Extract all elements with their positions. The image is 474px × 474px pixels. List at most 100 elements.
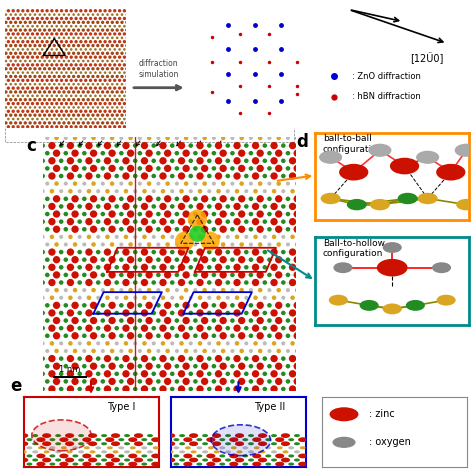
Circle shape	[233, 142, 241, 149]
Circle shape	[91, 242, 96, 247]
Circle shape	[4, 98, 8, 101]
Circle shape	[74, 86, 78, 90]
Circle shape	[109, 71, 111, 74]
Circle shape	[127, 378, 134, 385]
Circle shape	[82, 364, 87, 368]
Circle shape	[260, 450, 265, 454]
Circle shape	[67, 121, 71, 125]
Circle shape	[265, 438, 271, 441]
Circle shape	[28, 21, 32, 24]
Circle shape	[58, 106, 61, 109]
Circle shape	[111, 441, 120, 446]
Circle shape	[201, 271, 208, 279]
Circle shape	[79, 102, 82, 105]
Circle shape	[275, 165, 283, 172]
Circle shape	[215, 157, 222, 164]
Circle shape	[219, 301, 227, 309]
Circle shape	[294, 458, 300, 462]
Circle shape	[252, 325, 259, 332]
Circle shape	[123, 86, 126, 90]
Circle shape	[189, 143, 193, 148]
Circle shape	[43, 121, 46, 125]
Circle shape	[82, 83, 85, 85]
Circle shape	[109, 165, 116, 172]
Circle shape	[146, 226, 153, 233]
Circle shape	[249, 273, 253, 277]
Circle shape	[40, 143, 45, 148]
Circle shape	[207, 189, 211, 193]
Circle shape	[97, 13, 99, 16]
Circle shape	[141, 173, 148, 180]
Circle shape	[101, 13, 104, 16]
Circle shape	[123, 63, 126, 66]
Circle shape	[67, 385, 74, 392]
Circle shape	[64, 318, 68, 323]
Circle shape	[48, 264, 55, 271]
Circle shape	[377, 259, 408, 276]
Circle shape	[242, 463, 248, 465]
Circle shape	[41, 189, 45, 193]
Circle shape	[88, 457, 97, 463]
Circle shape	[270, 203, 278, 210]
Circle shape	[24, 28, 27, 32]
Circle shape	[40, 125, 44, 128]
Circle shape	[100, 166, 105, 171]
Circle shape	[219, 271, 227, 279]
Circle shape	[108, 86, 111, 90]
Circle shape	[72, 113, 75, 117]
Circle shape	[122, 355, 130, 362]
Circle shape	[125, 75, 128, 78]
Circle shape	[164, 301, 171, 309]
Circle shape	[45, 242, 49, 246]
Circle shape	[196, 455, 202, 457]
Circle shape	[193, 212, 198, 216]
Circle shape	[62, 67, 66, 71]
Circle shape	[33, 44, 36, 47]
Circle shape	[11, 63, 15, 66]
Circle shape	[77, 387, 82, 392]
Circle shape	[84, 32, 87, 36]
Circle shape	[96, 356, 100, 361]
Circle shape	[50, 125, 54, 128]
Circle shape	[36, 118, 39, 120]
Circle shape	[212, 136, 216, 140]
Circle shape	[53, 36, 55, 39]
Circle shape	[33, 67, 36, 71]
Circle shape	[230, 273, 235, 277]
Circle shape	[206, 454, 215, 458]
Circle shape	[4, 52, 8, 55]
Circle shape	[63, 13, 65, 16]
Circle shape	[64, 166, 68, 171]
Circle shape	[207, 219, 211, 224]
Circle shape	[82, 13, 85, 16]
Circle shape	[295, 242, 300, 247]
Circle shape	[233, 279, 241, 286]
Circle shape	[101, 83, 104, 85]
Circle shape	[26, 109, 29, 113]
Circle shape	[60, 55, 63, 59]
Circle shape	[275, 454, 284, 458]
Circle shape	[32, 420, 91, 451]
Circle shape	[133, 280, 137, 285]
Circle shape	[82, 288, 86, 292]
Circle shape	[207, 356, 211, 361]
Circle shape	[193, 257, 198, 262]
Circle shape	[14, 90, 18, 94]
Circle shape	[59, 310, 64, 315]
Circle shape	[77, 219, 82, 224]
Circle shape	[383, 303, 402, 314]
Circle shape	[283, 450, 289, 454]
Circle shape	[96, 265, 100, 270]
Circle shape	[170, 296, 174, 300]
Circle shape	[55, 48, 58, 51]
Circle shape	[72, 121, 75, 125]
Circle shape	[64, 257, 68, 262]
Circle shape	[67, 370, 74, 377]
Circle shape	[91, 13, 94, 16]
Circle shape	[119, 334, 124, 338]
Circle shape	[72, 98, 75, 101]
Circle shape	[286, 212, 290, 216]
Circle shape	[41, 94, 44, 97]
Circle shape	[90, 271, 97, 279]
Circle shape	[70, 55, 73, 59]
